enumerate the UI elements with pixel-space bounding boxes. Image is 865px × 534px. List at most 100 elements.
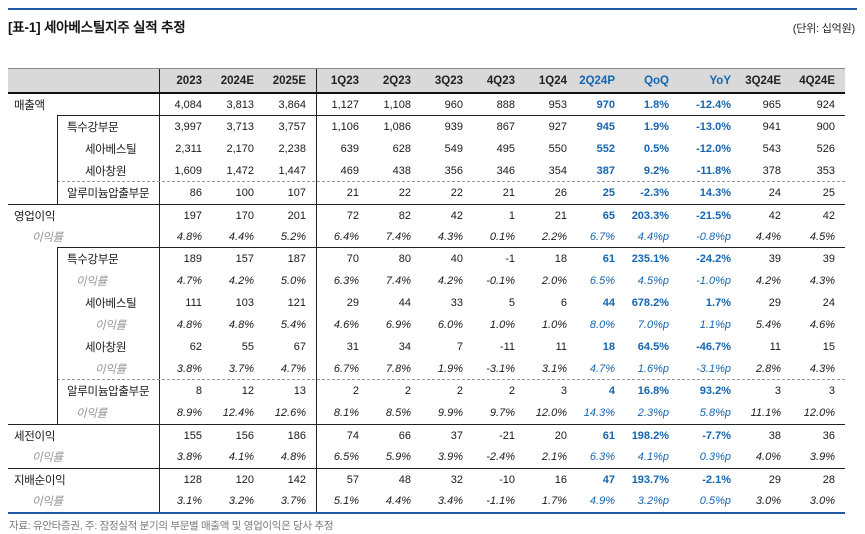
value-cell: 4 xyxy=(608,385,615,397)
value-cell: 3.1% xyxy=(176,495,202,507)
value-cell: 29 xyxy=(768,297,781,309)
value-cell: -11 xyxy=(499,341,515,353)
value-cell: 1.8% xyxy=(643,99,669,111)
value-cell: 3.2%p xyxy=(637,495,669,507)
value-cell: 8 xyxy=(195,385,202,397)
value-cell: -12.4% xyxy=(696,99,731,111)
value-cell: 4.7% xyxy=(176,275,202,287)
value-cell: 66 xyxy=(398,429,411,442)
value-cell: 4.8% xyxy=(176,319,202,331)
value-cell: 1.0% xyxy=(541,319,567,331)
value-cell: 3,757 xyxy=(264,116,317,138)
value-cell: 3 xyxy=(828,385,835,397)
table-row: 이익률 3.1% 3.2% 3.7% 5.1% 4.4% 3.4% -1.1% 1.7% 4.9%… xyxy=(8,490,845,512)
value-cell: 356 xyxy=(444,165,463,177)
value-cell: 4.2% xyxy=(437,275,463,287)
value-cell: 0.5%p xyxy=(699,495,731,507)
value-cell: 156 xyxy=(235,429,254,442)
value-cell: 2 xyxy=(508,385,515,397)
value-cell: 4.8% xyxy=(228,319,254,331)
value-cell: 3 xyxy=(774,385,781,397)
value-cell: 36 xyxy=(822,429,835,442)
value-cell: 4.3% xyxy=(809,363,835,375)
value-cell: 1.9% xyxy=(437,363,463,375)
row-label: 이익률 xyxy=(8,402,160,424)
value-cell: 3 xyxy=(560,385,567,397)
value-cell: 6 xyxy=(560,297,567,309)
value-cell: 33 xyxy=(450,297,463,309)
value-cell: 40 xyxy=(450,253,463,265)
value-cell: 9.7% xyxy=(489,407,515,419)
table-row: 매출액 4,084 3,813 3,864 1,127 1,108 960 888 953 970… xyxy=(8,94,845,116)
value-cell: 1.0% xyxy=(489,319,515,331)
value-cell: 3.9% xyxy=(437,451,463,463)
value-cell: 970 xyxy=(596,99,615,111)
value-cell: 32 xyxy=(450,473,463,486)
value-cell: 2.2% xyxy=(541,231,567,243)
value-cell: 6.4% xyxy=(333,231,359,243)
value-cell: 25 xyxy=(822,187,835,199)
value-cell: 44 xyxy=(398,297,411,309)
value-cell: 12.6% xyxy=(264,402,317,424)
value-cell: 42 xyxy=(450,209,463,222)
value-cell: 6.7% xyxy=(589,231,615,243)
value-cell: 21 xyxy=(346,187,359,199)
value-cell: 64.5% xyxy=(637,341,669,353)
value-cell: 4.5% xyxy=(809,231,835,243)
column-header: 4Q23 xyxy=(486,74,515,87)
table-row: 이익률 8.9% 12.4% 12.6% 8.1% 8.5% 9.9% 9.7% 12.0% 14… xyxy=(8,401,845,424)
value-cell: 3.8% xyxy=(176,451,202,463)
value-cell: 6.5% xyxy=(589,275,615,287)
table-row: 지배순이익 128 120 142 57 48 32 -10 16 47 193.7% -2.1% 29… xyxy=(8,468,845,490)
table-row: 이익률 3.8% 4.1% 4.8% 6.5% 5.9% 3.9% -2.4% 2.1% 6.3%… xyxy=(8,446,845,468)
table-row: 이익률 4.8% 4.4% 5.2% 6.4% 7.4% 4.3% 0.1% 2.2% 6.7% 4… xyxy=(8,226,845,248)
value-cell: 965 xyxy=(762,99,781,111)
value-cell: 201 xyxy=(264,205,317,226)
row-label: 세아베스틸 xyxy=(8,138,160,160)
value-cell: 62 xyxy=(189,341,202,353)
value-cell: 4.4% xyxy=(385,495,411,507)
value-cell: 2 xyxy=(456,385,463,397)
value-cell: 4.9% xyxy=(589,495,615,507)
table-row: 세전이익 155 156 186 74 66 37 -21 20 61 198.2% -7.7% 38 3… xyxy=(8,424,845,446)
value-cell: 543 xyxy=(762,143,781,155)
value-cell: 186 xyxy=(264,425,317,446)
value-cell: -1 xyxy=(505,253,515,265)
value-cell: 37 xyxy=(450,429,463,442)
value-cell: 8.9% xyxy=(176,407,202,419)
value-cell: 14.3% xyxy=(699,187,731,199)
column-header: 3Q24E xyxy=(745,74,781,87)
value-cell: 29 xyxy=(346,297,359,309)
value-cell: 924 xyxy=(816,99,835,111)
value-cell: 3.0% xyxy=(809,495,835,507)
column-header: 1Q24 xyxy=(538,74,567,87)
value-cell: -0.8%p xyxy=(696,231,731,243)
value-cell: 2.0% xyxy=(541,275,567,287)
value-cell: 55 xyxy=(241,341,254,353)
value-cell: 189 xyxy=(183,253,202,265)
value-cell: -2.1% xyxy=(702,473,731,486)
row-label: 이익률 xyxy=(8,490,160,512)
value-cell: 11 xyxy=(555,341,567,353)
value-cell: 16 xyxy=(554,473,567,486)
value-cell: 86 xyxy=(189,187,202,199)
value-cell: -10 xyxy=(499,473,515,486)
value-cell: 7.8% xyxy=(385,363,411,375)
value-cell: 960 xyxy=(444,99,463,111)
value-cell: 3,813 xyxy=(226,99,254,111)
value-cell: 2.1% xyxy=(541,451,567,463)
value-cell: 100 xyxy=(235,187,254,199)
value-cell: 47 xyxy=(602,473,615,486)
value-cell: -2.4% xyxy=(486,451,515,463)
value-cell: 2 xyxy=(404,385,411,397)
value-cell: 3.7% xyxy=(264,490,317,512)
value-cell: 4.2% xyxy=(228,275,254,287)
row-label: 이익률 xyxy=(8,446,160,468)
value-cell: 495 xyxy=(496,143,515,155)
value-cell: 7.4% xyxy=(385,275,411,287)
value-cell: 1 xyxy=(508,209,515,222)
table-header: 2023 2024E 2025E 1Q23 2Q23 3Q23 4Q23 1Q24 2Q24P Q… xyxy=(8,68,845,94)
value-cell: 1.7% xyxy=(705,297,731,309)
table-row: 특수강부문 189 157 187 70 80 40 -1 18 61 235.1% -24.2% 39… xyxy=(8,247,845,270)
value-cell: 5.1% xyxy=(333,495,359,507)
